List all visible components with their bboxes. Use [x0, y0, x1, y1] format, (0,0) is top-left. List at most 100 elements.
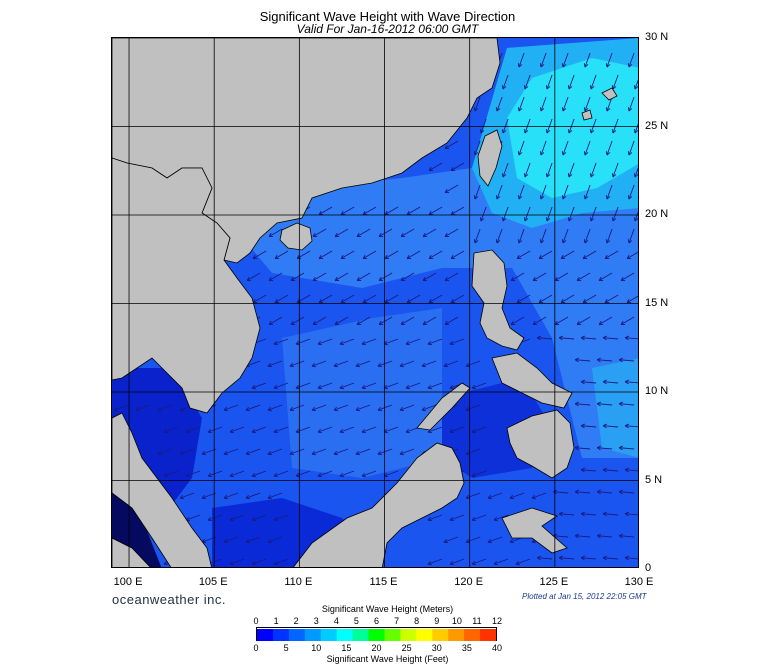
wave-arrow [538, 250, 553, 259]
wave-arrow [333, 360, 349, 368]
wave-arrow [229, 514, 245, 522]
latitude-label: 0 [645, 562, 652, 574]
wave-arrow [289, 404, 305, 412]
wave-arrow [361, 338, 377, 346]
wave-arrow [428, 250, 443, 259]
wave-arrow [355, 360, 371, 368]
wave-arrow [311, 360, 327, 368]
wave-arrow [604, 250, 619, 259]
wave-arrow [251, 470, 267, 478]
wave-arrow [523, 206, 531, 222]
longitude-label: 120 E [454, 576, 484, 588]
wave-arrow [251, 382, 267, 390]
wave-arrow [626, 295, 638, 303]
wave-arrow [268, 272, 283, 281]
wave-arrow [561, 184, 569, 200]
wave-arrow [267, 404, 283, 412]
wave-arrow [251, 558, 267, 566]
wave-arrow [561, 228, 569, 244]
wave-arrow [487, 536, 503, 544]
wave-arrow [312, 272, 327, 281]
colorbar-swatch [336, 629, 354, 641]
wave-arrow [493, 514, 509, 522]
wave-arrow [517, 52, 525, 68]
wave-arrow [427, 514, 443, 522]
wave-arrow [545, 118, 553, 134]
wave-arrow [406, 250, 421, 259]
wave-arrow [362, 250, 377, 259]
wave-arrow [229, 558, 245, 566]
wave-arrow [333, 448, 349, 456]
wave-arrow [582, 294, 597, 303]
colorbar-gradient [257, 629, 497, 641]
wave-arrow [624, 379, 638, 385]
colorbar-swatch [257, 629, 274, 641]
wave-arrow [558, 335, 575, 341]
wave-arrow [509, 492, 525, 500]
wave-arrow [501, 206, 509, 222]
wave-arrow [361, 470, 377, 478]
wave-arrow [400, 316, 415, 325]
wave-arrow [449, 338, 465, 346]
colorbar-tick-label: 5 [353, 616, 359, 626]
wave-arrow [611, 74, 619, 90]
wave-arrow [443, 536, 459, 544]
wave-arrow [627, 96, 635, 112]
wave-arrow [201, 448, 217, 456]
wave-arrow [596, 489, 613, 495]
wave-arrow [377, 448, 393, 456]
wave-arrow [501, 118, 509, 134]
wave-arrow [449, 558, 465, 566]
wave-arrow [561, 96, 569, 112]
wave-arrow [422, 316, 437, 325]
wave-arrow [516, 294, 531, 303]
wave-arrow [574, 357, 591, 363]
colorbar-tick-label: 7 [394, 616, 400, 626]
wave-arrow [312, 316, 327, 325]
wave-arrow [267, 492, 283, 500]
wave-arrow [362, 294, 377, 303]
colorbar-tick-label: 5 [283, 643, 289, 653]
wave-arrow [576, 272, 591, 281]
latitude-label: 15 N [645, 296, 669, 309]
longitude-label: 115 E [369, 576, 398, 588]
wave-arrow [290, 316, 305, 325]
colorbar-tick-label: 10 [311, 643, 322, 653]
land-luzon [471, 249, 525, 351]
wave-arrow [618, 533, 635, 539]
wave-arrow [362, 206, 377, 215]
wave-arrow [245, 536, 261, 544]
wave-arrow [567, 74, 575, 90]
colorbar-swatch [448, 629, 465, 641]
colorbar-swatch [272, 629, 290, 641]
wave-arrow [605, 140, 613, 156]
wave-arrow [574, 401, 591, 407]
wave-arrow [596, 445, 613, 451]
wave-arrow [620, 316, 635, 325]
wave-arrow [406, 294, 421, 303]
wave-arrow [356, 316, 371, 325]
wave-arrow [558, 555, 575, 561]
wave-arrow [268, 316, 283, 325]
wave-arrow [289, 448, 305, 456]
wave-arrow [495, 96, 503, 112]
wave-arrow [229, 470, 245, 478]
colorbar-swatch [432, 629, 449, 641]
wave-arrow [598, 316, 613, 325]
wave-arrow [539, 96, 547, 112]
wave-arrow [384, 206, 399, 215]
wave-arrow [580, 379, 597, 385]
colorbar-tick-label: 0 [253, 643, 259, 653]
wave-arrow [318, 206, 333, 215]
wave-arrow [113, 404, 129, 412]
brand-logo-text: oceanweather inc. [112, 592, 227, 607]
wave-arrow [510, 272, 525, 281]
wave-arrow [554, 316, 569, 325]
map-canvas [112, 38, 638, 567]
wave-arrow [444, 316, 459, 325]
wave-arrow [406, 206, 421, 215]
wave-arrow [604, 294, 619, 303]
wave-arrow [627, 184, 635, 200]
wave-arrow [479, 206, 487, 222]
wave-arrow [624, 467, 638, 473]
